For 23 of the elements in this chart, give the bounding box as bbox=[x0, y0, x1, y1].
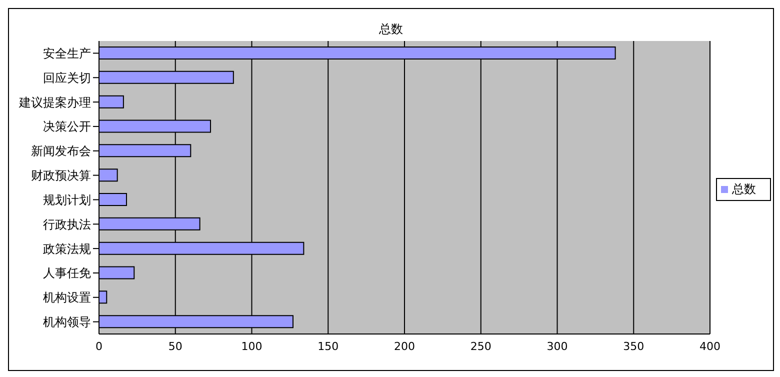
y-tick-label: 回应关切 bbox=[43, 70, 91, 85]
x-tick-label: 350 bbox=[623, 340, 644, 353]
x-tick-label: 50 bbox=[168, 340, 182, 353]
y-tick-label: 新闻发布会 bbox=[31, 144, 91, 158]
x-tick-label: 250 bbox=[470, 340, 492, 353]
x-tick-label: 300 bbox=[546, 340, 568, 353]
y-tick-label: 人事任免 bbox=[43, 266, 91, 280]
y-tick-label: 财政预决算 bbox=[31, 168, 91, 183]
y-tick-label: 规划计划 bbox=[43, 192, 91, 207]
chart-title: 总数 bbox=[378, 21, 404, 38]
y-tick-label: 建议提案办理 bbox=[18, 95, 91, 110]
y-tick-label: 机构设置 bbox=[43, 290, 91, 305]
y-tick-label: 安全生产 bbox=[43, 46, 91, 60]
legend-label: 总数 bbox=[732, 182, 756, 196]
x-tick-label: 150 bbox=[318, 340, 339, 353]
x-tick-label: 400 bbox=[700, 340, 720, 353]
y-tick-label: 政策法规 bbox=[43, 242, 91, 256]
x-tick-label: 0 bbox=[96, 340, 102, 353]
y-tick-label: 机构领导 bbox=[43, 315, 91, 330]
y-tick-label: 行政执法 bbox=[43, 217, 91, 232]
x-tick-label: 100 bbox=[241, 340, 262, 353]
x-tick-label: 200 bbox=[394, 340, 415, 353]
y-tick-label: 决策公开 bbox=[43, 120, 91, 134]
